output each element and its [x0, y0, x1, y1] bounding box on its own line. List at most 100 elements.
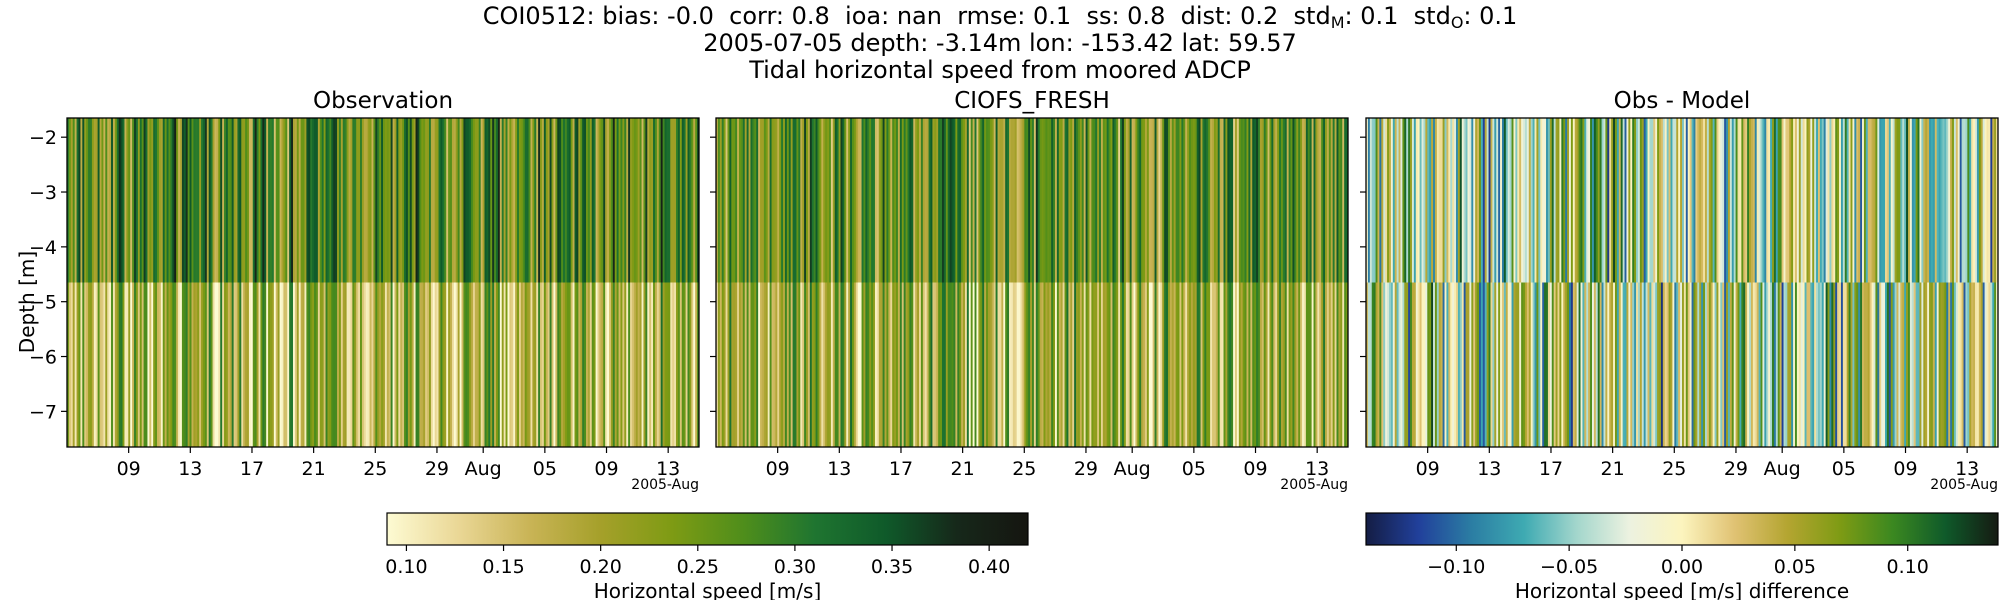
heatmap-cell	[139, 282, 143, 447]
heatmap-cell	[1043, 282, 1047, 447]
heatmap-cell	[819, 282, 822, 447]
heatmap-cell	[1821, 118, 1825, 283]
heatmap-cell	[1305, 118, 1309, 283]
heatmap-cell	[1415, 282, 1419, 447]
heatmap-cell	[1607, 118, 1610, 283]
heatmap-cell	[1461, 118, 1465, 283]
heatmap-cell	[1379, 282, 1382, 447]
heatmap-cell	[1190, 282, 1194, 447]
heatmap-cell	[419, 118, 422, 283]
heatmap-cell	[72, 118, 76, 283]
heatmap-cell	[526, 282, 530, 447]
heatmap-cell	[155, 282, 158, 447]
heatmap-cell	[1060, 118, 1064, 283]
heatmap-cell	[1706, 282, 1710, 447]
heatmap-cell	[1400, 118, 1403, 283]
heatmap-cell	[972, 118, 976, 283]
heatmap-cell	[1158, 118, 1161, 283]
heatmap-cell	[597, 282, 601, 447]
heatmap-cell	[1890, 282, 1894, 447]
heatmap-cell	[354, 282, 357, 447]
heatmap-cell	[388, 282, 392, 447]
heatmap-cell	[1342, 118, 1345, 283]
heatmap-cell	[1561, 118, 1564, 283]
heatmap-cell	[1425, 118, 1428, 283]
heatmap-cell	[1636, 118, 1639, 283]
heatmap-cell	[1555, 118, 1559, 283]
heatmap-cell	[1459, 118, 1463, 283]
y-tick-label: −7	[29, 401, 57, 423]
heatmap-cell	[1835, 282, 1838, 447]
heatmap-cell	[882, 282, 886, 447]
colorbar-gradient	[1365, 512, 1999, 546]
heatmap-cell	[1338, 282, 1341, 447]
heatmap-cell	[783, 282, 786, 447]
heatmap-cell	[204, 118, 208, 283]
heatmap-cell	[1325, 118, 1328, 283]
heatmap-cell	[1068, 282, 1071, 447]
heatmap-cell	[1471, 282, 1474, 447]
heatmap-cell	[649, 282, 652, 447]
heatmap-cell	[1206, 282, 1209, 447]
heatmap-cell	[520, 118, 524, 283]
heatmap-cell	[607, 118, 610, 283]
heatmap-cell	[821, 118, 824, 283]
heatmap-cell	[920, 282, 924, 447]
heatmap-cell	[494, 282, 497, 447]
heatmap-cell	[1791, 118, 1794, 283]
heatmap-cell	[633, 282, 637, 447]
heatmap-cell	[139, 118, 143, 283]
x-tick-label: 13	[1477, 458, 1501, 480]
heatmap-cell	[1959, 118, 1963, 283]
heatmap-cell	[99, 118, 103, 283]
heatmap-cell	[304, 282, 307, 447]
heatmap-cell	[966, 282, 970, 447]
heatmap-cell	[118, 118, 122, 283]
heatmap-cell	[683, 118, 687, 283]
heatmap-cell	[685, 118, 689, 283]
heatmap-cell	[880, 118, 884, 283]
heatmap-cell	[901, 282, 905, 447]
heatmap-cell	[1448, 282, 1451, 447]
x-tick-label: 05	[1182, 458, 1206, 480]
heatmap-cell	[1647, 118, 1651, 283]
heatmap-cell	[1106, 118, 1110, 283]
heatmap-cell	[143, 282, 147, 447]
heatmap-cell	[876, 118, 880, 283]
heatmap-cell	[547, 118, 551, 283]
heatmap-cell	[1030, 118, 1033, 283]
heatmap-cell	[1039, 282, 1043, 447]
heatmap-cell	[457, 118, 461, 283]
heatmap-cell	[494, 118, 497, 283]
heatmap-cell	[346, 118, 350, 283]
colorbar-tick-label: −0.10	[1427, 556, 1485, 578]
heatmap-cell	[731, 118, 734, 283]
heatmap-cell	[1051, 282, 1054, 447]
heatmap-cell	[212, 282, 216, 447]
heatmap-cell	[595, 282, 599, 447]
heatmap-cell	[1294, 118, 1297, 283]
heatmap-cell	[1187, 282, 1190, 447]
heatmap-cell	[1030, 282, 1033, 447]
heatmap-cell	[166, 118, 170, 283]
heatmap-cell	[1649, 118, 1652, 283]
heatmap-cell	[1837, 282, 1840, 447]
heatmap-cell	[733, 282, 736, 447]
heatmap-cell	[1794, 282, 1798, 447]
heatmap-cell	[1528, 118, 1532, 283]
heatmap-cell	[371, 118, 375, 283]
heatmap-cell	[91, 282, 95, 447]
heatmap-cell	[390, 282, 394, 447]
heatmap-cell	[308, 118, 311, 283]
heatmap-cell	[804, 282, 807, 447]
heatmap-cell	[1311, 118, 1315, 283]
heatmap-cell	[1825, 282, 1829, 447]
heatmap-cell	[1775, 282, 1779, 447]
heatmap-cell	[141, 282, 145, 447]
heatmap-cell	[1680, 282, 1683, 447]
heatmap-cell	[224, 118, 227, 283]
heatmap-cell	[528, 118, 532, 283]
heatmap-cell	[630, 118, 633, 283]
heatmap-cell	[547, 282, 551, 447]
heatmap-cell	[1442, 118, 1446, 283]
